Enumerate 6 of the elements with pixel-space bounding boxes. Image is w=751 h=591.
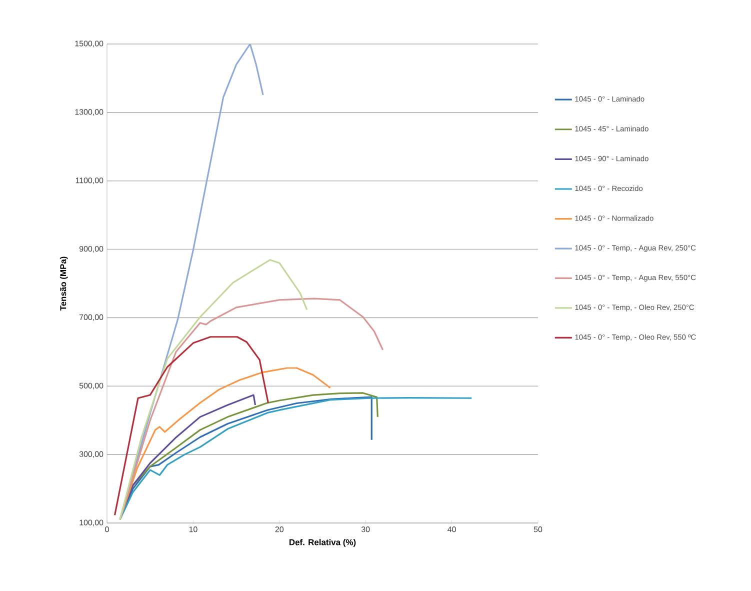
line-series [119, 396, 472, 520]
line-series [119, 298, 384, 520]
line-series [114, 336, 269, 516]
y-axis-title: Tensão (MPa) [60, 256, 68, 311]
line-series [119, 259, 308, 520]
x-axis-title: Def. Relativa (%) [289, 538, 356, 547]
